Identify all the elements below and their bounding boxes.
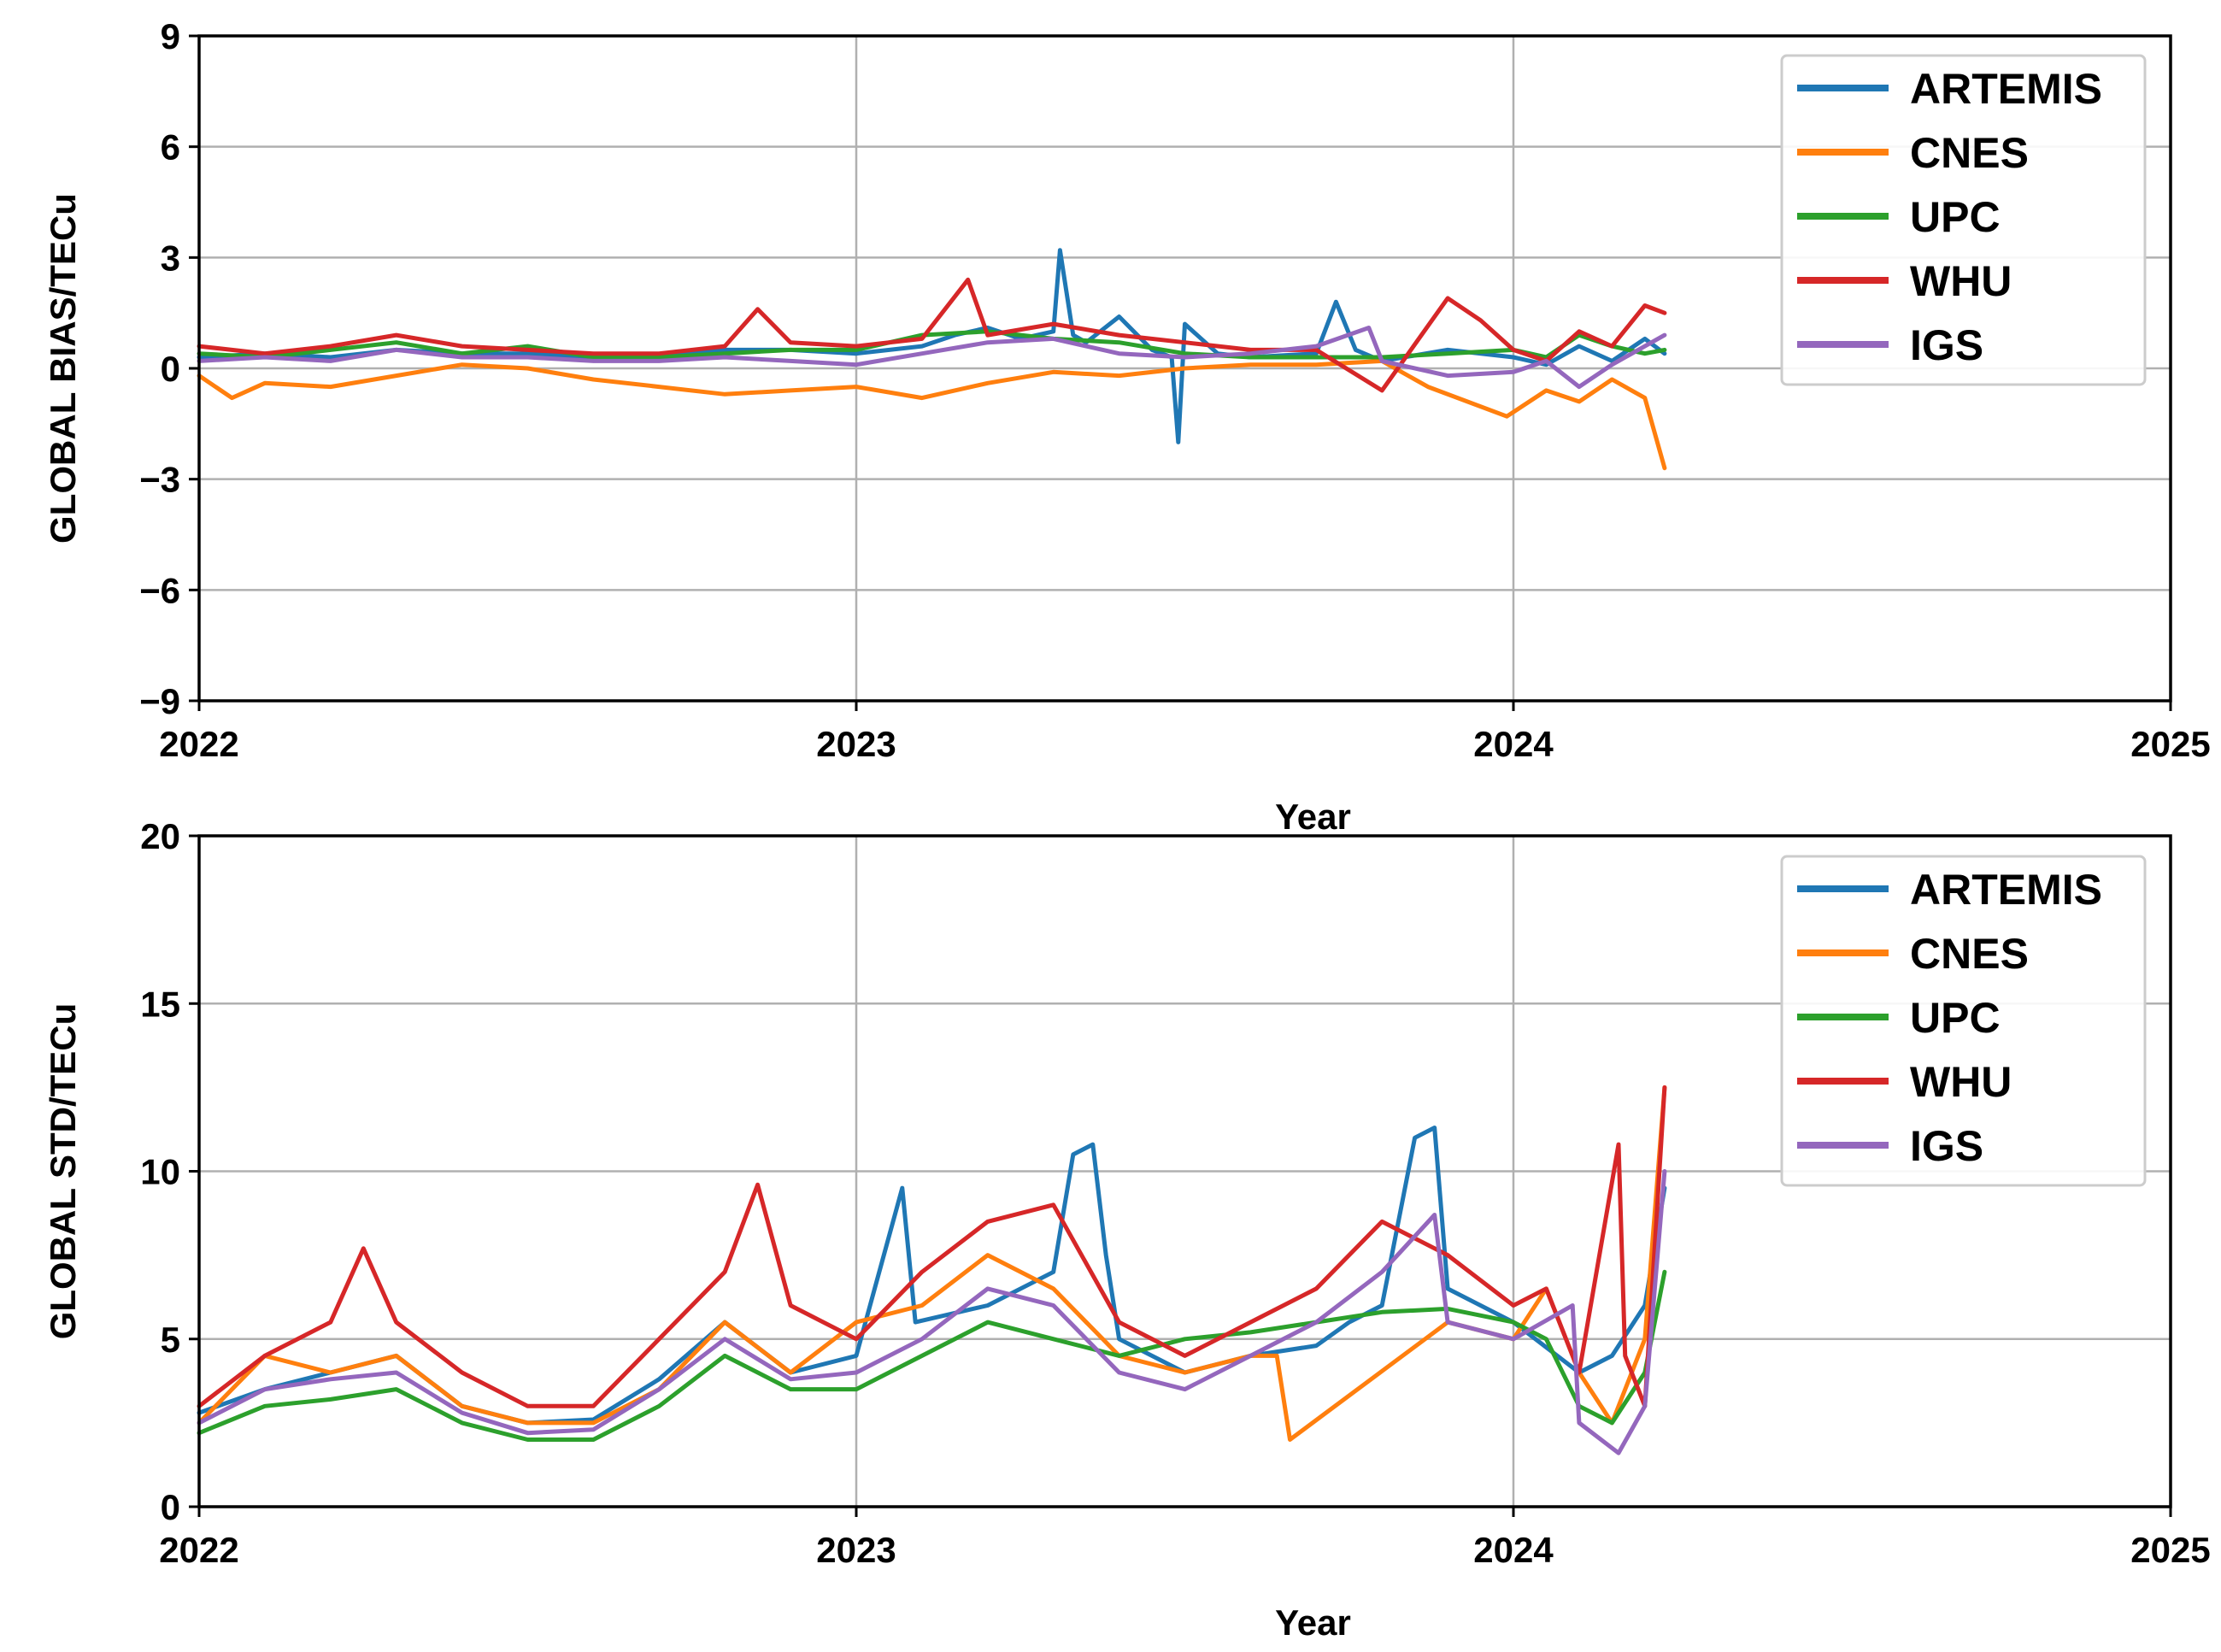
- x-tick-label: 2025: [2130, 724, 2210, 764]
- series-line-igs: [197, 326, 1667, 390]
- series-line-whu: [197, 1085, 1667, 1408]
- y-tick-label: −3: [139, 460, 180, 500]
- y-tick-label: 9: [161, 16, 180, 56]
- series-line-cnes: [197, 1085, 1667, 1442]
- y-tick-label: 20: [140, 816, 180, 856]
- y-tick-label: 10: [140, 1152, 180, 1192]
- x-tick-label: 2023: [816, 724, 896, 764]
- legend-label-cnes: CNES: [1910, 129, 2029, 177]
- series-line-whu: [197, 277, 1667, 393]
- y-tick-label: 3: [161, 238, 180, 278]
- y-axis-label: GLOBAL STD/TECu: [43, 1003, 83, 1340]
- y-tick-label: 5: [161, 1320, 180, 1360]
- legend: ARTEMIS CNES UPC WHU IGS: [1780, 855, 2147, 1187]
- x-tick-label: 2022: [159, 1530, 238, 1570]
- y-tick-label: 6: [161, 127, 180, 168]
- legend-label-whu: WHU: [1910, 1058, 2012, 1106]
- x-axis-label: Year: [1275, 797, 1351, 837]
- x-tick-label: 2025: [2130, 1530, 2210, 1570]
- legend-label-upc: UPC: [1910, 994, 2001, 1042]
- y-tick-label: 15: [140, 984, 180, 1024]
- legend-label-artemis: ARTEMIS: [1910, 866, 2102, 914]
- legend-label-artemis: ARTEMIS: [1910, 65, 2102, 113]
- legend-label-cnes: CNES: [1910, 930, 2029, 978]
- x-axis-label: Year: [1275, 1602, 1351, 1643]
- y-tick-label: −9: [139, 681, 180, 721]
- y-tick-label: 0: [161, 1487, 180, 1527]
- series-line-igs: [197, 1169, 1667, 1455]
- std-chart: 2022 2023 2024 2025 0 5 10 15 20 Year GLOBAL STD/T…: [43, 816, 2211, 1643]
- y-tick-label: 0: [161, 349, 180, 389]
- legend: ARTEMIS CNES UPC WHU IGS: [1780, 54, 2147, 386]
- legend-label-upc: UPC: [1910, 193, 2001, 241]
- x-tick-label: 2022: [159, 724, 238, 764]
- legend-box: [1780, 855, 2147, 1187]
- x-tick-label: 2023: [816, 1530, 896, 1570]
- legend-label-igs: IGS: [1910, 321, 1983, 369]
- y-tick-label: −6: [139, 570, 180, 610]
- bias-chart: 2022 2023 2024 2025 −9 −6 −3 0 3 6 9 Year GLOBAL BIA…: [43, 16, 2211, 837]
- series-line-cnes: [197, 358, 1667, 471]
- series-line-upc: [197, 1269, 1667, 1442]
- x-tick-label: 2024: [1473, 724, 1554, 764]
- y-axis-label: GLOBAL BIAS/TECu: [43, 193, 83, 544]
- x-tick-label: 2024: [1473, 1530, 1554, 1570]
- legend-box: [1780, 54, 2147, 386]
- legend-label-whu: WHU: [1910, 257, 2012, 305]
- legend-label-igs: IGS: [1910, 1122, 1983, 1170]
- series-line-upc: [197, 329, 1667, 360]
